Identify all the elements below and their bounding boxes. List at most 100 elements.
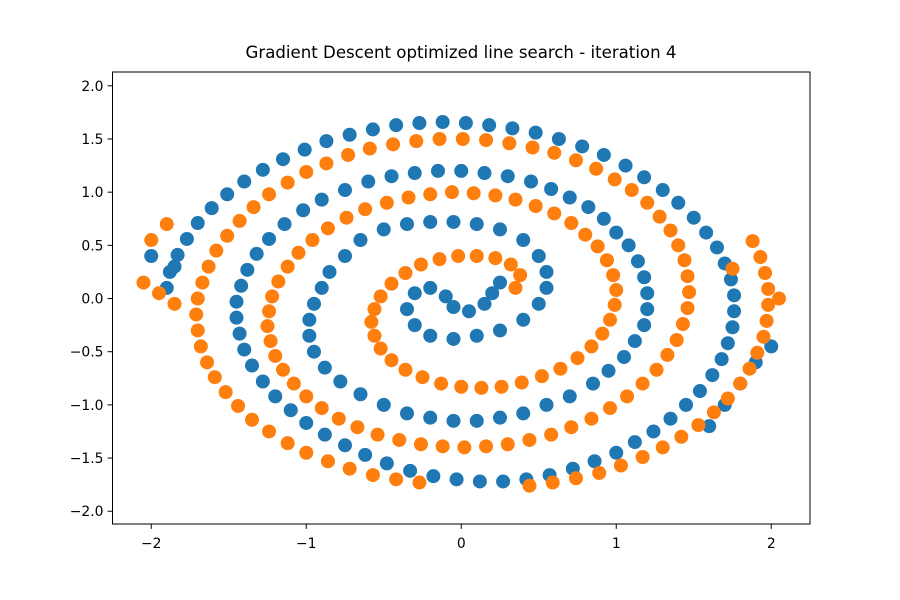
scatter-point-series-0 bbox=[379, 456, 394, 471]
scatter-point-series-1 bbox=[742, 361, 757, 376]
scatter-point-series-1 bbox=[479, 133, 494, 148]
scatter-point-series-1 bbox=[218, 385, 233, 400]
scatter-point-series-1 bbox=[423, 187, 438, 202]
scatter-point-series-0 bbox=[204, 201, 219, 216]
scatter-point-series-0 bbox=[458, 116, 473, 131]
scatter-point-series-1 bbox=[136, 275, 151, 290]
scatter-point-series-0 bbox=[358, 447, 373, 462]
scatter-point-series-1 bbox=[305, 233, 320, 248]
scatter-point-series-0 bbox=[229, 294, 244, 309]
y-tick-label: 0.0 bbox=[81, 292, 103, 308]
scatter-point-series-1 bbox=[190, 323, 205, 338]
scatter-point-series-0 bbox=[727, 288, 742, 303]
scatter-point-series-0 bbox=[575, 139, 590, 154]
scatter-point-series-1 bbox=[589, 161, 604, 176]
scatter-point-series-1 bbox=[457, 440, 472, 455]
scatter-point-series-1 bbox=[455, 132, 470, 146]
scatter-point-series-0 bbox=[637, 270, 652, 285]
scatter-point-series-1 bbox=[578, 227, 593, 242]
scatter-point-series-1 bbox=[609, 283, 624, 298]
scatter-point-series-0 bbox=[338, 248, 352, 263]
scatter-point-series-1 bbox=[595, 326, 610, 341]
scatter-point-series-0 bbox=[705, 368, 720, 383]
scatter-point-series-1 bbox=[635, 376, 650, 391]
scatter-point-series-0 bbox=[407, 318, 422, 333]
scatter-point-series-1 bbox=[525, 140, 540, 155]
scatter-point-series-0 bbox=[477, 296, 492, 311]
scatter-point-series-0 bbox=[446, 331, 461, 346]
scatter-point-series-0 bbox=[319, 134, 334, 149]
scatter-point-series-0 bbox=[516, 233, 531, 248]
scatter-point-series-0 bbox=[297, 142, 312, 157]
scatter-point-series-1 bbox=[691, 418, 706, 433]
scatter-point-series-0 bbox=[482, 118, 497, 133]
scatter-point-series-0 bbox=[551, 132, 566, 146]
scatter-point-series-0 bbox=[720, 336, 735, 351]
scatter-point-series-0 bbox=[617, 350, 631, 365]
scatter-point-series-0 bbox=[314, 192, 329, 207]
scatter-point-series-1 bbox=[434, 376, 449, 391]
scatter-point-series-0 bbox=[389, 118, 404, 133]
scatter-point-series-1 bbox=[590, 239, 605, 254]
scatter-point-series-0 bbox=[446, 300, 461, 315]
scatter-point-series-1 bbox=[263, 334, 278, 349]
scatter-point-series-1 bbox=[759, 313, 774, 328]
scatter-point-series-1 bbox=[398, 362, 413, 377]
scatter-point-series-1 bbox=[367, 328, 382, 343]
scatter-point-series-1 bbox=[466, 186, 481, 201]
scatter-point-series-0 bbox=[637, 318, 652, 333]
scatter-point-series-0 bbox=[255, 374, 270, 389]
scatter-point-series-0 bbox=[400, 302, 414, 317]
scatter-point-series-0 bbox=[601, 363, 616, 378]
scatter-point-series-1 bbox=[720, 391, 735, 406]
scatter-point-series-0 bbox=[679, 397, 693, 412]
scatter-point-series-1 bbox=[624, 183, 639, 198]
scatter-point-series-1 bbox=[262, 424, 277, 439]
scatter-point-series-1 bbox=[232, 213, 247, 228]
scatter-point-series-0 bbox=[237, 342, 252, 357]
scatter-point-series-1 bbox=[262, 304, 277, 319]
scatter-point-series-1 bbox=[314, 401, 329, 416]
scatter-point-series-0 bbox=[500, 169, 515, 184]
scatter-point-series-1 bbox=[413, 257, 428, 272]
scatter-point-series-1 bbox=[479, 439, 494, 454]
scatter-point-series-1 bbox=[606, 268, 621, 283]
scatter-point-series-1 bbox=[286, 376, 301, 391]
y-tick-label: 2.0 bbox=[81, 79, 103, 95]
scatter-point-series-0 bbox=[454, 163, 469, 178]
scatter-point-series-1 bbox=[607, 297, 622, 312]
scatter-point-series-1 bbox=[280, 259, 295, 274]
scatter-point-series-1 bbox=[758, 266, 773, 281]
scatter-point-series-1 bbox=[513, 268, 528, 283]
scatter-point-series-1 bbox=[503, 257, 518, 272]
scatter-point-series-0 bbox=[255, 162, 270, 177]
scatter-point-series-0 bbox=[496, 474, 511, 489]
scatter-point-series-0 bbox=[317, 360, 332, 375]
scatter-point-series-0 bbox=[640, 286, 655, 301]
scatter-point-series-1 bbox=[680, 301, 695, 316]
scatter-point-series-0 bbox=[307, 344, 321, 359]
scatter-point-series-0 bbox=[469, 217, 484, 232]
scatter-point-series-0 bbox=[423, 280, 438, 295]
scatter-point-series-0 bbox=[539, 397, 554, 412]
scatter-point-series-0 bbox=[240, 262, 255, 277]
scatter-point-series-1 bbox=[508, 192, 523, 207]
scatter-point-series-0 bbox=[277, 217, 292, 232]
scatter-point-series-0 bbox=[361, 174, 376, 189]
scatter-point-series-1 bbox=[753, 250, 768, 265]
scatter-point-series-0 bbox=[167, 259, 182, 274]
scatter-point-series-0 bbox=[646, 424, 661, 439]
scatter-point-series-1 bbox=[502, 136, 517, 151]
scatter-point-series-0 bbox=[686, 210, 701, 225]
scatter-point-series-0 bbox=[376, 397, 391, 412]
scatter-point-series-1 bbox=[544, 427, 559, 442]
scatter-point-series-1 bbox=[220, 228, 235, 243]
scatter-point-series-0 bbox=[493, 222, 507, 237]
scatter-point-series-1 bbox=[412, 475, 427, 490]
scatter-point-series-0 bbox=[296, 203, 311, 218]
scatter-point-series-0 bbox=[505, 121, 520, 136]
scatter-point-series-0 bbox=[725, 320, 740, 335]
scatter-point-series-1 bbox=[500, 437, 515, 452]
scatter-point-series-1 bbox=[413, 437, 428, 452]
